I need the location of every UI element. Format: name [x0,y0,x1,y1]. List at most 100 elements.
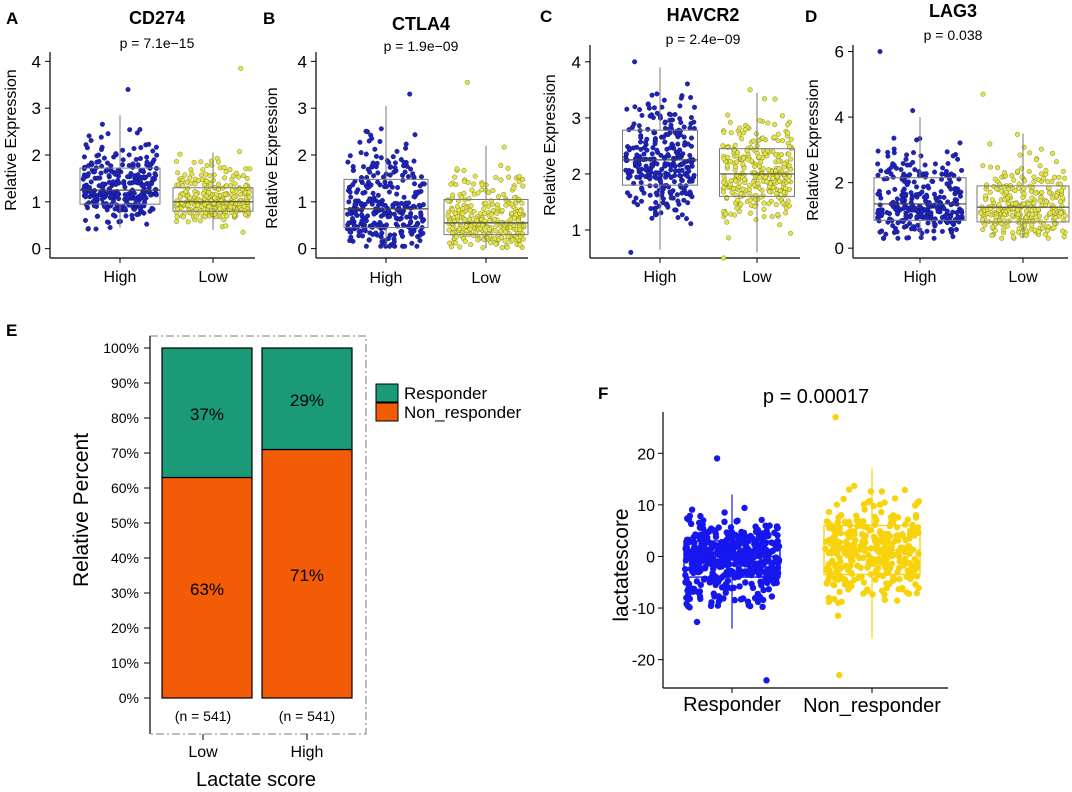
points-high [344,91,427,249]
data-point [985,210,991,216]
data-point [100,190,106,196]
data-point [911,532,918,539]
panel-letter: E [6,321,17,340]
data-point [762,174,768,180]
data-point [480,245,486,251]
data-point [692,104,698,110]
data-point [90,198,96,204]
y-tick-label: 6 [835,43,844,62]
data-point [776,194,782,200]
data-point [367,230,373,236]
data-point [400,172,406,178]
data-point [636,123,642,129]
data-point [398,231,404,237]
data-point [881,235,887,241]
data-point [689,178,695,184]
data-point [403,141,409,147]
data-point [760,165,766,171]
data-point [662,183,668,189]
data-point [375,170,381,176]
data-point [660,186,666,192]
data-point [823,565,830,573]
data-point [950,153,956,159]
data-point [671,179,677,185]
data-point [110,179,116,185]
data-point [740,161,746,167]
data-point [215,159,221,165]
data-point [718,539,725,546]
data-point [462,178,468,184]
data-point [727,567,735,574]
data-point [776,158,782,164]
data-point [378,155,384,161]
data-point [382,179,388,185]
data-point [955,186,961,192]
chart-title: HAVCR2 [667,5,740,25]
data-point [939,171,945,177]
data-point [831,533,838,541]
data-point [634,144,640,150]
stacked-bars: 63% 37% 71% 29% [161,347,353,699]
data-point [347,153,353,159]
data-point [375,179,381,185]
data-point [382,184,388,190]
data-point [890,576,898,583]
data-point [240,173,246,179]
data-point [737,596,745,603]
data-point [896,558,903,565]
data-point [666,153,672,159]
y-tick-label: 80% [111,410,139,426]
data-point [841,518,848,526]
data-point [846,580,853,587]
data-point [923,171,929,177]
data-point [693,578,701,585]
data-point [459,194,465,200]
data-point [1051,174,1057,180]
data-point [98,134,104,140]
data-point [624,106,630,112]
data-point [1059,228,1065,234]
data-point [202,214,208,220]
data-point [1001,184,1007,190]
data-point [757,542,764,549]
data-point [757,117,763,123]
data-point [198,159,204,165]
data-point [860,501,868,508]
data-point [120,162,126,168]
data-point [404,214,410,220]
data-point [240,229,246,235]
data-point [104,219,110,225]
data-point [453,182,459,188]
data-point [1004,189,1010,195]
data-point [86,133,92,139]
data-point [913,559,920,566]
data-point [408,219,414,225]
data-point [690,545,698,552]
data-point [130,161,136,167]
data-point [738,191,744,197]
data-point [99,121,105,127]
data-point [652,138,658,144]
data-point [386,208,392,214]
data-point [653,183,659,189]
data-point [999,188,1005,194]
data-point [154,152,160,158]
data-point [747,87,753,93]
data-point [881,499,888,506]
data-point [653,199,659,205]
data-point [668,195,674,201]
y-axis-label: lactatescore [610,508,633,621]
data-point [139,191,145,197]
data-point [761,214,767,220]
data-point [378,243,384,249]
data-point [715,593,722,600]
bar-label: 71% [290,566,324,585]
data-point [471,181,477,187]
data-point [1041,176,1047,182]
data-point [894,196,900,202]
data-point [347,189,353,195]
data-point [889,513,896,520]
data-point [940,165,946,171]
data-point [1010,230,1016,236]
data-point [223,223,229,229]
